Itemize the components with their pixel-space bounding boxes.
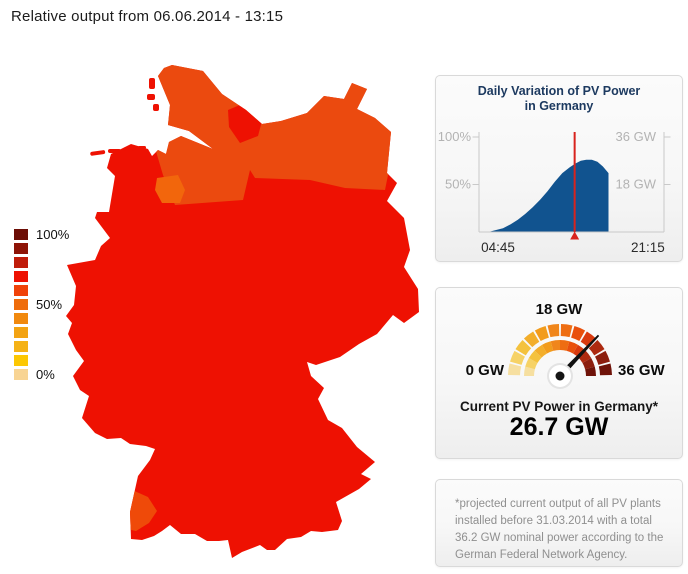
- legend-swatch: [14, 242, 28, 254]
- gauge-max-label: 36 GW: [618, 362, 665, 379]
- chart-title: Daily Variation of PV Power in Germany: [436, 84, 682, 114]
- legend-swatch: [14, 368, 28, 380]
- legend-row: [14, 311, 69, 325]
- germany-shape: [66, 65, 419, 558]
- gauge-inner-band: [550, 340, 560, 351]
- y-tick-label-right: 18 GW: [616, 177, 657, 192]
- pv-gauge: [508, 324, 612, 389]
- region-bremen: [155, 175, 185, 203]
- gauge-inner-band: [585, 366, 596, 376]
- panel-daily-variation: Daily Variation of PV Power in Germany 1…: [435, 75, 683, 262]
- gauge-inner-band: [528, 350, 542, 363]
- gauge-segment: [515, 339, 532, 356]
- x-tick-label: 21:15: [631, 240, 665, 255]
- gauge-segment: [598, 363, 612, 376]
- legend-swatch: [14, 326, 28, 338]
- page-title: Relative output from 06.06.2014 - 13:15: [11, 8, 284, 25]
- legend-label: 50%: [36, 296, 63, 312]
- chart-title-line2: in Germany: [524, 99, 594, 113]
- output-legend: 100% 50% 0%: [14, 226, 70, 382]
- gauge-inner-band: [566, 341, 578, 354]
- x-tick-label: 04:45: [481, 240, 515, 255]
- chart-title-line1: Daily Variation of PV Power: [477, 84, 641, 98]
- gauge-segment: [523, 331, 540, 348]
- gauge-segment: [595, 350, 610, 365]
- gauge-min-label: 0 GW: [465, 362, 504, 379]
- legend-swatch: [14, 298, 28, 310]
- gauge-mid-label: 18 GW: [535, 301, 583, 318]
- panel-footnote: *projected current output of all PV plan…: [435, 479, 683, 567]
- gauge-inner-band: [582, 358, 595, 370]
- legend-row: 100%: [14, 226, 70, 242]
- pv-daily-chart: 100% 50% 36 GW 18 GW 04:45 21:15: [438, 129, 671, 255]
- y-tick-label-left: 100%: [438, 129, 472, 144]
- legend-row: [14, 325, 69, 339]
- legend-row: [14, 255, 69, 269]
- pv-output-area: [488, 159, 609, 232]
- germany-map: [66, 65, 419, 558]
- gauge-segment: [508, 363, 522, 376]
- gauge-inner-band: [542, 341, 554, 354]
- legend-row: [14, 339, 69, 353]
- legend-swatch: [14, 228, 28, 240]
- legend-row: [14, 269, 69, 283]
- legend-swatch: [14, 312, 28, 324]
- gauge-segment: [547, 324, 560, 338]
- legend-label: 0%: [36, 366, 55, 382]
- frisian-islands: [90, 78, 159, 156]
- gauge-inner-band: [525, 358, 538, 370]
- y-tick-label-left: 50%: [445, 177, 471, 192]
- legend-row: 0%: [14, 366, 69, 382]
- gauge-segment: [534, 326, 549, 341]
- gauge-value: 26.7 GW: [509, 413, 609, 441]
- gauge-segment: [580, 331, 597, 348]
- legend-swatch: [14, 340, 28, 352]
- y-tick-label-right: 36 GW: [616, 129, 657, 144]
- gauge-segment: [510, 350, 525, 365]
- gauge-caption: Current PV Power in Germany*: [459, 399, 659, 414]
- legend-row: [14, 241, 69, 255]
- gauge-hub-center: [555, 371, 565, 381]
- legend-label: 100%: [36, 226, 70, 242]
- current-time-arrow: [570, 231, 580, 240]
- gauge-segment: [588, 339, 605, 356]
- gauge-inner-band: [573, 344, 586, 358]
- gauge-inner-band: [578, 350, 592, 363]
- legend-swatch: [14, 354, 28, 366]
- gauge-segment: [560, 324, 573, 338]
- gauge-inner-band: [524, 366, 535, 376]
- legend-swatch: [14, 256, 28, 268]
- gauge-inner-band: [560, 340, 570, 351]
- legend-row: [14, 353, 69, 367]
- legend-swatch: [14, 284, 28, 296]
- legend-row: [14, 283, 69, 297]
- legend-swatch: [14, 270, 28, 282]
- gauge-segment: [571, 326, 586, 341]
- footnote-text: *projected current output of all PV plan…: [455, 498, 664, 561]
- gauge-inner-band: [534, 344, 547, 358]
- legend-row: 50%: [14, 296, 69, 312]
- panel-current-power: 18 GW 0 GW 36 GW Current PV Power in Ger…: [435, 287, 683, 459]
